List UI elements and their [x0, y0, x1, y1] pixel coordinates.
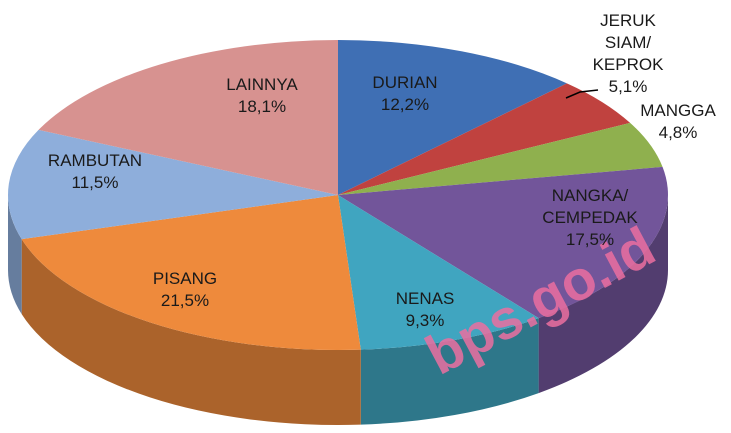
value-label: 21,5% — [160, 291, 210, 310]
data-label: RAMBUTAN 11,5% — [48, 150, 142, 194]
leader-line — [565, 89, 599, 99]
data-label: DURIAN 12,2% — [372, 72, 437, 116]
value-label: 9,3% — [405, 311, 445, 330]
value-label: 17,5% — [565, 230, 615, 249]
category-label: RAMBUTAN — [47, 151, 143, 170]
value-label: 11,5% — [71, 173, 119, 192]
wedge — [21, 195, 361, 350]
wedge — [338, 195, 539, 350]
data-label: PISANG 21,5% — [153, 268, 217, 312]
wedge — [38, 40, 338, 195]
value-label: 12,2% — [380, 95, 430, 114]
wedge — [7, 129, 338, 240]
category-label: NENAS — [395, 289, 455, 308]
value-label: 5,1% — [608, 77, 648, 96]
data-label: NENAS 9,3% — [396, 288, 455, 332]
data-label: MANGGA 4,8% — [640, 100, 716, 144]
side-wall — [21, 239, 361, 426]
category-label: NANGKA/ CEMPEDAK — [542, 186, 638, 227]
value-label: 4,8% — [658, 123, 698, 142]
side-wall — [360, 318, 539, 425]
category-label: MANGGA — [640, 101, 716, 120]
wedge — [338, 166, 668, 319]
category-label: LAINNYA — [226, 75, 298, 94]
wedge — [338, 83, 631, 195]
category-label: PISANG — [152, 269, 218, 288]
category-label: DURIAN — [372, 73, 438, 92]
data-label: JERUK SIAM/ KEPROK 5,1% — [577, 10, 680, 98]
category-label: JERUK SIAM/ KEPROK — [592, 11, 664, 74]
data-label: LAINNYA 18,1% — [226, 74, 298, 118]
wedge — [338, 122, 663, 195]
value-label: 18,1% — [237, 97, 287, 116]
side-wall — [7, 195, 22, 315]
wedge — [338, 40, 567, 195]
side-wall — [538, 195, 668, 394]
data-label: NANGKA/ CEMPEDAK 17,5% — [542, 185, 637, 251]
